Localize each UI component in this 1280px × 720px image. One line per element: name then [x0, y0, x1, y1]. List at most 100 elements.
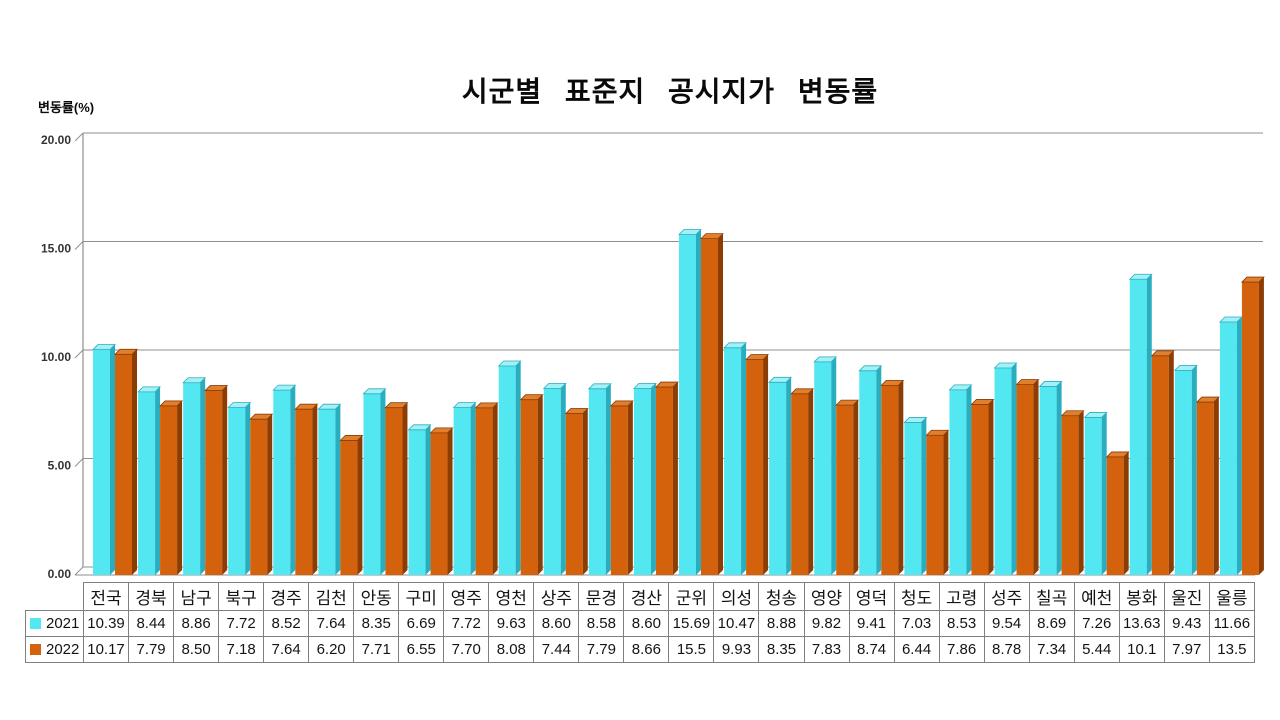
category-header-cell: 문경	[578, 582, 625, 611]
bar-top-face	[519, 394, 544, 401]
bar-side-face	[335, 404, 341, 575]
value-cell: 7.72	[443, 610, 490, 637]
bar-side-face	[1101, 412, 1107, 575]
category-header-cell: 경주	[263, 582, 310, 611]
category-header-cell: 울릉	[1208, 582, 1256, 611]
bar-2022	[926, 435, 944, 575]
value-cell: 8.86	[173, 610, 220, 637]
bar-2022	[1106, 456, 1124, 575]
category-header-cell: 경산	[623, 582, 670, 611]
bar-side-face	[898, 380, 904, 575]
bar-2021	[1129, 279, 1147, 575]
bar-2021	[543, 388, 561, 575]
category-header-cell: 군위	[668, 582, 715, 611]
bar-top-face	[654, 381, 679, 388]
bar-top-face	[384, 402, 409, 409]
bar-2022	[701, 238, 718, 575]
bar-side-face	[605, 383, 611, 575]
value-cell: 10.17	[82, 636, 130, 663]
bar-top-face	[1150, 350, 1175, 357]
bar-2022	[565, 413, 583, 575]
bar-top-face	[249, 413, 274, 420]
bar-top-face	[407, 424, 432, 431]
value-cell: 7.79	[128, 636, 175, 663]
bar-2021	[679, 234, 696, 576]
bar-side-face	[876, 365, 882, 575]
bar-2022	[791, 393, 809, 575]
value-cell: 8.78	[983, 636, 1030, 663]
bar-2021	[138, 391, 156, 575]
bar-top-face	[1105, 451, 1130, 458]
bar-side-face	[267, 414, 273, 575]
bar-2021	[408, 429, 426, 575]
value-cell: 8.66	[623, 636, 670, 663]
bar-2021	[994, 367, 1012, 575]
y-axis-tick-label: 15.00	[41, 242, 71, 256]
bar-2022	[1241, 282, 1259, 575]
value-cell: 8.60	[533, 610, 580, 637]
legend-swatch-2021	[30, 618, 41, 629]
category-header-cell: 고령	[938, 582, 985, 611]
value-cell: 7.26	[1073, 610, 1120, 637]
table-row-2021: 2021 10.39 8.44 8.86 7.72 8.52 7.64 8.35 6.69 7.7…	[25, 610, 1256, 637]
bar-2021	[904, 422, 922, 575]
bar-top-face	[925, 429, 950, 436]
bar-2021	[814, 361, 832, 575]
bar-side-face	[1191, 365, 1197, 575]
value-cell: 8.69	[1028, 610, 1075, 637]
bar-side-face	[966, 384, 972, 575]
bar-side-face	[988, 399, 994, 575]
bar-2021	[1084, 417, 1102, 575]
bar-top-face	[159, 400, 184, 407]
value-cell: 6.20	[308, 636, 355, 663]
bar-top-face	[723, 342, 748, 349]
bar-2022	[836, 405, 854, 575]
value-cell: 9.41	[848, 610, 895, 637]
y-axis-title: 변동률(%)	[38, 100, 95, 115]
bar-side-face	[831, 356, 837, 575]
bar-top-face	[497, 360, 522, 367]
data-table: 전국 경북 남구 북구 경주 김천 안동 구미 영주 영천 상주 문경 경산 군위 의성 청송 영양 영덕 청도 고령…	[25, 582, 1256, 663]
bar-top-face	[339, 435, 364, 441]
bar-2022	[115, 354, 132, 575]
value-cell: 6.55	[398, 636, 445, 663]
bar-side-face	[786, 377, 792, 575]
value-cell: 13.5	[1208, 636, 1256, 663]
value-cell: 8.50	[173, 636, 220, 663]
y-axis-tick-label: 5.00	[48, 459, 72, 473]
bar-side-face	[921, 417, 927, 575]
bar-2022	[1196, 402, 1214, 575]
table-corner-blank	[26, 583, 84, 611]
bar-top-face	[903, 417, 928, 423]
value-cell: 7.64	[308, 610, 355, 637]
bar-2022	[205, 390, 223, 575]
bar-2021	[363, 393, 381, 575]
y-axis-tick-label: 0.00	[48, 567, 72, 581]
bar-side-face	[425, 424, 431, 575]
table-row-2022: 2022 10.17 7.79 8.50 7.18 7.64 6.20 7.71 6.55 7.7…	[25, 636, 1256, 663]
bar-top-face	[1173, 364, 1198, 371]
value-cell: 7.97	[1163, 636, 1210, 663]
category-header-cell: 상주	[533, 582, 580, 611]
bar-top-face	[227, 402, 252, 408]
value-cell: 7.72	[218, 610, 265, 637]
bar-2022	[385, 407, 403, 575]
value-cell: 9.63	[488, 610, 535, 637]
bar-2022	[430, 432, 448, 575]
bar-2022	[520, 399, 538, 575]
category-header-cell: 울진	[1163, 582, 1210, 611]
y-axis-tick-label: 10.00	[41, 350, 71, 364]
bar-side-face	[741, 342, 747, 575]
bar-side-face	[357, 435, 363, 575]
bar-side-face	[492, 402, 498, 575]
bar-2022	[1061, 415, 1079, 575]
bar-2021	[183, 382, 201, 575]
bar-side-face	[1236, 316, 1242, 575]
bar-side-face	[650, 383, 656, 575]
bar-2021	[1039, 386, 1057, 575]
bar-top-face	[564, 408, 589, 414]
bar-top-face	[970, 399, 995, 405]
axis-tick	[74, 566, 84, 576]
bar-2021	[228, 407, 246, 575]
